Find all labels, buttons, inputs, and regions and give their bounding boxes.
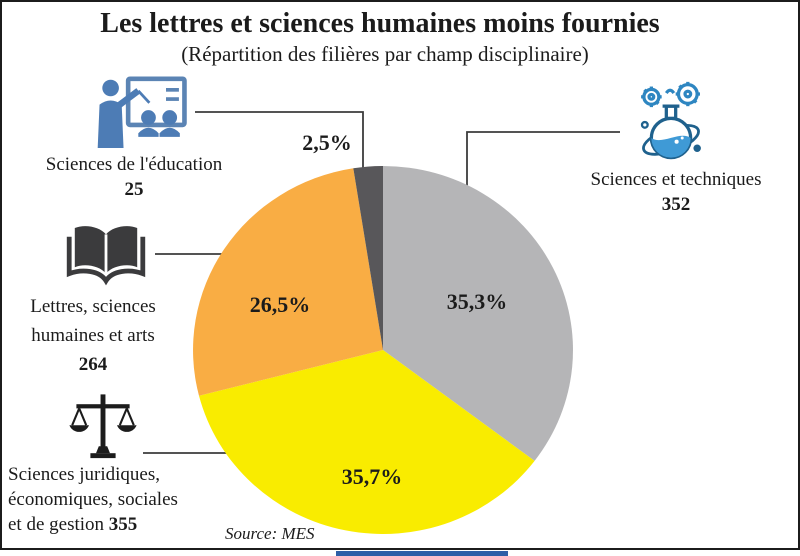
callout-science-count: 352 [661,194,691,215]
callout-education-label: Sciences de l'éducation [45,154,223,175]
callout-letters: Lettres, sciences humaines et arts 264 [7,292,179,379]
open-book-icon [66,226,146,286]
pie-label-lettres: 26,5% [249,292,311,317]
pie-label-sciences-techniques: 35,3% [446,289,508,314]
callout-law: Sciences juridiques, économiques, social… [8,462,228,537]
pie-label-juridiques: 35,7% [341,464,403,489]
pie-slices [193,166,573,534]
pie-slice-0 [383,166,573,461]
callout-letters-count: 264 [78,354,108,375]
teacher-board-icon [97,76,187,148]
footer-bar [336,551,508,556]
callout-law-line3: et de gestion [8,514,105,535]
pie-label-education: 2,5% [302,130,352,155]
callout-education: Sciences de l'éducation 25 [14,152,254,202]
pie-slice-2 [193,168,383,396]
justice-scales-icon [69,394,137,459]
callout-law-count: 355 [108,514,138,535]
leader-science [466,131,620,188]
pie-slice-3 [353,166,383,350]
callout-education-count: 25 [124,179,144,200]
source-note: Source: MES [225,524,315,543]
callout-law-line1: Sciences juridiques, [8,464,160,485]
callout-science-label: Sciences et techniques [590,169,762,190]
leader-lines [143,111,620,454]
callout-letters-line1: Lettres, sciences [30,296,156,317]
leader-education [195,111,364,168]
flask-gears-icon [640,81,701,160]
callout-law-line2: économiques, sociales [8,489,178,510]
chart-title: Les lettres et sciences humaines moins f… [100,8,660,39]
chart-subtitle: (Répartition des filières par champ disc… [181,42,589,66]
pie-slice-1 [199,350,535,534]
callout-letters-line2: humaines et arts [31,325,155,346]
callout-science: Sciences et techniques 352 [566,167,786,217]
